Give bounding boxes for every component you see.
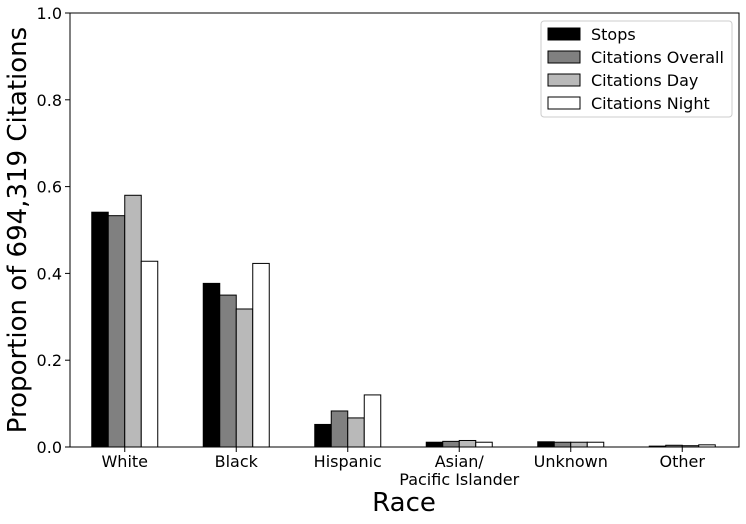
legend-swatch xyxy=(547,96,581,110)
bar-stops xyxy=(202,282,221,448)
y-tick-label: 0.2 xyxy=(37,351,62,370)
plot-frame xyxy=(69,12,740,448)
legend-label: Citations Overall xyxy=(591,48,724,67)
y-tick-label: 0.8 xyxy=(37,91,62,110)
bar-citations-day xyxy=(570,441,588,448)
bar-stops xyxy=(91,211,109,448)
y-tick-label: 0.6 xyxy=(37,178,62,197)
bar-stops xyxy=(314,423,332,448)
x-tick-label: Other xyxy=(660,452,706,471)
legend-swatch xyxy=(547,73,581,87)
x-tick-label: White xyxy=(101,452,148,471)
y-axis: 0.0 0.2 0.4 0.6 0.8 1.0 xyxy=(37,4,70,457)
bar-citations-day xyxy=(458,439,477,448)
x-axis: White Black Hispanic Asian/Pacific Islander… xyxy=(101,447,705,489)
bar-citations-overall xyxy=(107,215,126,448)
x-tick-label: Unknown xyxy=(534,452,608,471)
y-tick-label: 1.0 xyxy=(37,4,62,23)
x-tick-label: Black xyxy=(215,452,259,471)
bar-citations-day xyxy=(235,308,254,448)
legend-label: Citations Day xyxy=(591,71,698,90)
bar-stops xyxy=(537,441,555,448)
legend: Stops Citations Overall Citations Day Citat… xyxy=(540,20,733,118)
bar-citations-day xyxy=(124,194,142,448)
y-axis-label: Proportion of 694,319 Citations xyxy=(3,27,33,433)
bars-layer xyxy=(91,194,716,448)
y-tick-label: 0.0 xyxy=(37,438,62,457)
bar-citations-day xyxy=(347,417,365,448)
legend-box xyxy=(540,20,733,118)
x-axis-label: Race xyxy=(372,488,436,518)
bar-citations-overall xyxy=(219,294,237,448)
bar-citations-night xyxy=(252,262,270,448)
legend-label: Citations Night xyxy=(591,94,710,113)
legend-swatch xyxy=(547,27,581,41)
bar-citations-overall xyxy=(330,410,349,448)
legend-label: Stops xyxy=(591,25,636,44)
bar-citations-night xyxy=(586,441,605,448)
legend-swatch xyxy=(547,50,581,64)
bar-citations-night xyxy=(475,441,493,448)
y-tick-label: 0.4 xyxy=(37,264,62,283)
bar-citations-overall xyxy=(442,440,460,448)
x-tick-label: Hispanic xyxy=(314,452,382,471)
bar-citations-night xyxy=(363,394,382,448)
bar-citations-night xyxy=(140,260,159,448)
bar-citations-overall xyxy=(553,441,572,448)
x-tick-label: Asian/Pacific Islander xyxy=(399,452,519,489)
bar-stops xyxy=(425,441,444,448)
